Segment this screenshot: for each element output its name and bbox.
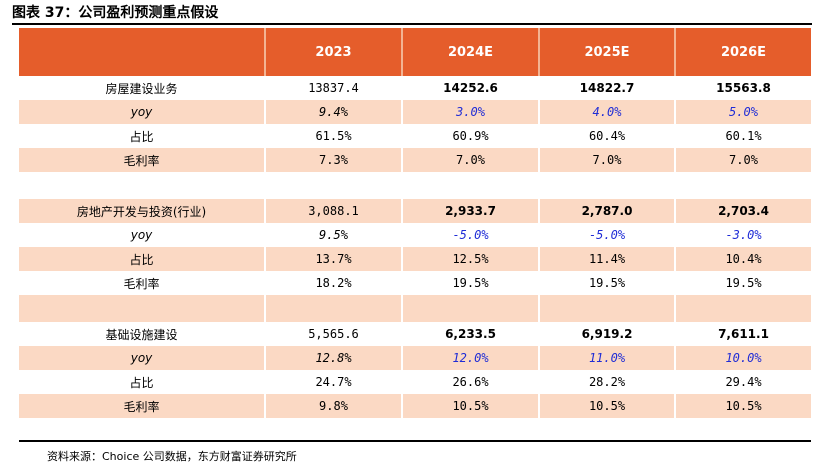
value-cell: 10.5% — [402, 394, 540, 418]
share-row: 占比 61.5% 60.9% 60.4% 60.1% — [19, 124, 811, 148]
share-row: 占比 13.7% 12.5% 11.4% 10.4% — [19, 247, 811, 271]
source-note: 资料来源：Choice 公司数据，东方财富证券研究所 — [47, 450, 297, 463]
value-cell: 24.7% — [265, 370, 403, 394]
row-label: 占比 — [19, 370, 266, 394]
margin-row: 毛利率 7.3% 7.0% 7.0% 7.0% — [19, 148, 811, 172]
top-rule — [12, 23, 812, 25]
row-label: 房屋建设业务 — [19, 76, 266, 100]
value-cell: 19.5% — [539, 271, 676, 295]
value-cell: 7,611.1 — [675, 322, 811, 346]
value-cell: 2,787.0 — [539, 199, 676, 223]
section-revenue-row: 基础设施建设 5,565.6 6,233.5 6,919.2 7,611.1 — [19, 322, 811, 346]
value-cell: 14822.7 — [539, 76, 676, 100]
value-cell: 11.0% — [539, 346, 676, 370]
share-row: 占比 24.7% 26.6% 28.2% 29.4% — [19, 370, 811, 394]
value-cell: 3.0% — [402, 100, 540, 124]
value-cell: 9.8% — [265, 394, 403, 418]
section-revenue-row: 房屋建设业务 13837.4 14252.6 14822.7 15563.8 — [19, 76, 811, 100]
value-cell: 3,088.1 — [265, 199, 403, 223]
value-cell: 2,933.7 — [402, 199, 540, 223]
value-cell: 12.5% — [402, 247, 540, 271]
value-cell: 7.0% — [402, 148, 540, 172]
row-label: 占比 — [19, 247, 266, 271]
value-cell: 7.3% — [265, 148, 403, 172]
value-cell: 61.5% — [265, 124, 403, 148]
margin-row: 毛利率 9.8% 10.5% 10.5% 10.5% — [19, 394, 811, 418]
header-cell-2026e: 2026E — [675, 28, 811, 76]
value-cell: 9.5% — [265, 223, 403, 247]
margin-row: 毛利率 18.2% 19.5% 19.5% 19.5% — [19, 271, 811, 295]
value-cell: -5.0% — [402, 223, 540, 247]
row-label: 基础设施建设 — [19, 322, 266, 346]
value-cell: 12.0% — [402, 346, 540, 370]
value-cell: 60.4% — [539, 124, 676, 148]
yoy-row: yoy 9.5% -5.0% -5.0% -3.0% — [19, 223, 811, 247]
value-cell: 28.2% — [539, 370, 676, 394]
value-cell: 5,565.6 — [265, 322, 403, 346]
row-label: 毛利率 — [19, 271, 266, 295]
section-revenue-row: 房地产开发与投资(行业) 3,088.1 2,933.7 2,787.0 2,7… — [19, 199, 811, 223]
value-cell: 9.4% — [265, 100, 403, 124]
row-label: yoy — [19, 100, 266, 124]
value-cell: 6,233.5 — [402, 322, 540, 346]
yoy-row: yoy 9.4% 3.0% 4.0% 5.0% — [19, 100, 811, 124]
row-label: 毛利率 — [19, 394, 266, 418]
value-cell: -3.0% — [675, 223, 811, 247]
value-cell: -5.0% — [539, 223, 676, 247]
value-cell: 10.0% — [675, 346, 811, 370]
value-cell: 6,919.2 — [539, 322, 676, 346]
value-cell: 7.0% — [539, 148, 676, 172]
value-cell: 13.7% — [265, 247, 403, 271]
value-cell: 10.4% — [675, 247, 811, 271]
value-cell: 12.8% — [265, 346, 403, 370]
row-label: yoy — [19, 346, 266, 370]
row-label: 房地产开发与投资(行业) — [19, 199, 266, 223]
table-header-row: 2023 2024E 2025E 2026E — [19, 28, 811, 76]
value-cell: 15563.8 — [675, 76, 811, 100]
value-cell: 60.1% — [675, 124, 811, 148]
value-cell: 26.6% — [402, 370, 540, 394]
value-cell: 14252.6 — [402, 76, 540, 100]
header-cell-blank — [19, 28, 266, 76]
yoy-row: yoy 12.8% 12.0% 11.0% 10.0% — [19, 346, 811, 370]
figure-title: 图表 37：公司盈利预测重点假设 — [12, 5, 219, 21]
row-label: yoy — [19, 223, 266, 247]
value-cell: 11.4% — [539, 247, 676, 271]
value-cell: 60.9% — [402, 124, 540, 148]
header-cell-2023: 2023 — [265, 28, 403, 76]
row-label: 毛利率 — [19, 148, 266, 172]
value-cell: 2,703.4 — [675, 199, 811, 223]
value-cell: 5.0% — [675, 100, 811, 124]
forecast-table: 2023 2024E 2025E 2026E 房屋建设业务 13837.4 14… — [19, 28, 811, 418]
row-label: 占比 — [19, 124, 266, 148]
value-cell: 18.2% — [265, 271, 403, 295]
value-cell: 19.5% — [402, 271, 540, 295]
value-cell: 10.5% — [675, 394, 811, 418]
spacer-row — [19, 295, 811, 322]
value-cell: 10.5% — [539, 394, 676, 418]
value-cell: 19.5% — [675, 271, 811, 295]
bottom-rule — [19, 440, 811, 442]
value-cell: 4.0% — [539, 100, 676, 124]
header-cell-2024e: 2024E — [402, 28, 540, 76]
header-cell-2025e: 2025E — [539, 28, 676, 76]
spacer-row — [19, 172, 811, 199]
value-cell: 13837.4 — [265, 76, 403, 100]
value-cell: 7.0% — [675, 148, 811, 172]
value-cell: 29.4% — [675, 370, 811, 394]
